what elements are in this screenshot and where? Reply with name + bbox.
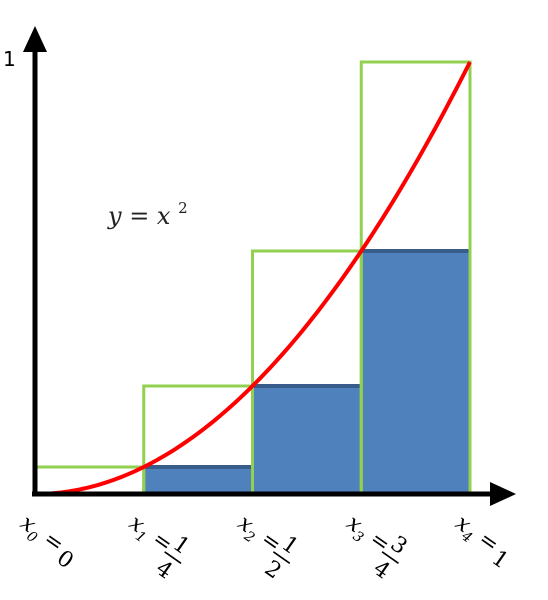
x-tick-denominator: 4	[369, 556, 395, 585]
x-tick-label: x1 = 14	[122, 510, 194, 585]
x-tick-variable: x2 =	[231, 510, 286, 561]
x-tick-label: x0 = 0	[16, 510, 78, 574]
function-label-exponent: 2	[178, 199, 188, 217]
x-tick-label: x2 = 12	[231, 510, 303, 585]
y-tick-label: 1	[3, 47, 16, 71]
function-label-base: y = x	[107, 202, 171, 230]
lower-sum-bar	[361, 251, 470, 494]
fraction-bar	[381, 551, 399, 564]
x-tick-variable: x1 =	[122, 510, 177, 561]
fraction-bar	[272, 551, 291, 564]
x-tick-label: x3 = 34	[340, 510, 412, 585]
x-tick-denominator: 2	[260, 556, 286, 585]
axes	[23, 26, 516, 506]
x-tick-label: x4 = 1	[451, 510, 513, 574]
lower-sum-bars	[143, 249, 470, 494]
lower-sum-bar	[252, 386, 362, 494]
x-tick-denominator: 4	[151, 556, 177, 585]
y-axis-arrowhead	[23, 26, 47, 52]
function-label: y = x 2	[107, 199, 188, 230]
x-tick-variable: x3 =	[340, 510, 395, 561]
x-tick-labels: x0 = 0 x1 = 14 x2 = 12 x3 = 34 x4 = 1	[16, 510, 513, 585]
x-axis-arrowhead	[490, 482, 516, 506]
curve-y-equals-x-squared	[34, 61, 472, 496]
lower-sum-bar	[143, 467, 253, 494]
fraction-bar	[164, 551, 182, 564]
upper-sum-outline	[33, 465, 146, 496]
